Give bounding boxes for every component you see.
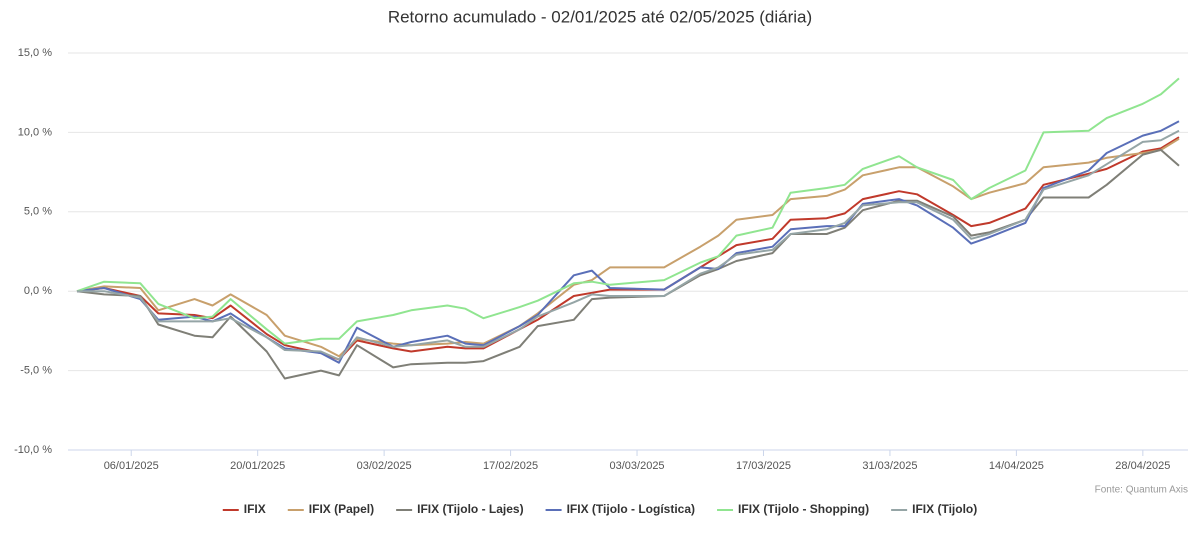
y-tick-label: 10,0 % (18, 126, 52, 138)
legend-label: IFIX (Tijolo) (912, 502, 977, 516)
x-tick-label: 03/03/2025 (610, 460, 665, 472)
x-tick-label: 03/02/2025 (357, 460, 412, 472)
y-tick-label: 0,0 % (24, 285, 52, 297)
legend-label: IFIX (Tijolo - Logística) (567, 502, 695, 516)
series-line (76, 137, 1180, 358)
series-line (76, 77, 1180, 345)
legend-label: IFIX (Tijolo - Shopping) (738, 502, 869, 516)
x-tick-label: 17/02/2025 (483, 460, 538, 472)
x-tick-label: 14/04/2025 (989, 460, 1044, 472)
y-tick-label: -10,0 % (14, 444, 52, 456)
series-line (76, 136, 1180, 361)
y-tick-label: 5,0 % (24, 206, 52, 218)
series-line (77, 129, 1180, 361)
series-line (76, 148, 1180, 380)
legend-label: IFIX (244, 502, 266, 516)
x-tick-label: 06/01/2025 (104, 460, 159, 472)
y-tick-label: 15,0 % (18, 47, 52, 59)
y-tick-label: -5,0 % (20, 365, 52, 377)
source: Fonte: Quantum Axis (1095, 485, 1188, 496)
x-tick-label: 20/01/2025 (230, 460, 285, 472)
series-line (76, 120, 1180, 364)
x-tick-label: 28/04/2025 (1115, 460, 1170, 472)
legend-label: IFIX (Papel) (309, 502, 374, 516)
x-tick-label: 31/03/2025 (862, 460, 917, 472)
x-tick-label: 17/03/2025 (736, 460, 791, 472)
chart-title: Retorno acumulado - 02/01/2025 até 02/05… (388, 7, 812, 26)
legend-label: IFIX (Tijolo - Lajes) (417, 502, 523, 516)
